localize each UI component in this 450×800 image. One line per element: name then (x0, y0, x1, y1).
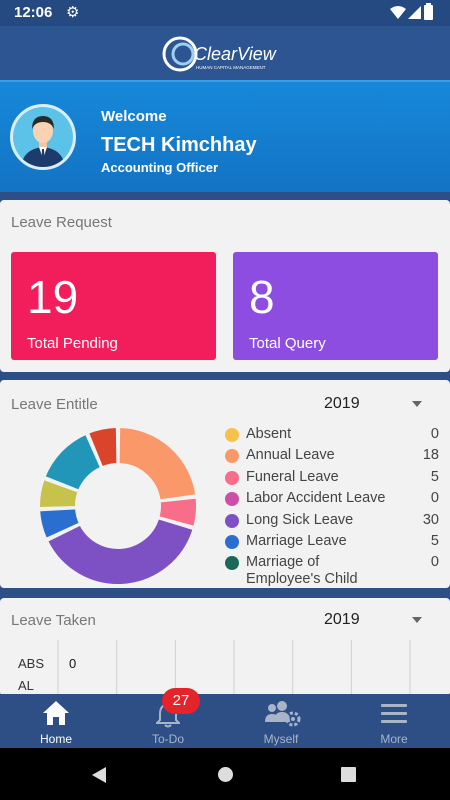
pending-count: 19 (27, 271, 79, 323)
home-icon (43, 701, 69, 725)
wifi-icon (390, 6, 406, 19)
legend-label: Annual Leave (246, 447, 335, 464)
query-count: 8 (249, 271, 275, 323)
chevron-down-icon[interactable] (412, 401, 422, 407)
todo-count-badge: 27 (162, 688, 200, 714)
leave-taken-bar-chart: ABS0AL18 (18, 640, 411, 696)
back-icon[interactable] (90, 766, 108, 784)
donut-segment[interactable] (45, 517, 195, 586)
legend-value: 5 (430, 533, 439, 549)
status-time: 12:06 (14, 4, 53, 21)
recents-icon[interactable] (341, 767, 356, 782)
legend-value: 0 (430, 426, 439, 442)
legend-value: 18 (422, 447, 439, 464)
welcome-label: Welcome (101, 108, 167, 125)
bar-value-label: 0 (69, 656, 76, 671)
gear-icon: ⚙ (66, 4, 80, 21)
app-bar: ClearView HUMAN CAPITAL MANAGEMENT (0, 26, 450, 80)
legend-dot (225, 556, 239, 571)
query-label: Total Query (249, 335, 326, 352)
legend-item: Funeral Leave 5 (225, 467, 445, 488)
chevron-down-icon[interactable] (412, 617, 422, 623)
legend-item: Absent 0 (225, 424, 445, 445)
legend-dot (225, 470, 239, 485)
logo-subtitle: HUMAN CAPITAL MANAGEMENT (196, 65, 266, 70)
legend-dot (225, 535, 239, 549)
legend-label: Marriage Leave (246, 533, 347, 549)
legend-item: Annual Leave 18 (225, 445, 445, 466)
legend-value: 0 (430, 490, 439, 507)
bar-category-label: ABS (18, 656, 44, 671)
profile-header: Welcome TECH Kimchhay Accounting Officer (0, 80, 450, 192)
nav-more[interactable]: More (338, 694, 450, 748)
donut-segment[interactable] (38, 507, 82, 541)
legend-label: Long Sick Leave (246, 511, 354, 528)
home-circle-icon[interactable] (217, 766, 234, 783)
legend-dot (225, 492, 239, 507)
bottom-navigation: Home To-Do Myself More (0, 694, 450, 748)
legend-item: Long Sick Leave 30 (225, 510, 445, 531)
avatar[interactable] (10, 104, 76, 170)
user-avatar-icon (13, 107, 73, 167)
leave-entitle-donut-chart (38, 425, 198, 586)
user-role: Accounting Officer (101, 160, 219, 175)
leave-entitle-title: Leave Entitle (11, 396, 98, 413)
entitle-year-select[interactable]: 2019 (324, 395, 360, 412)
legend-dot (225, 513, 239, 528)
donut-segment[interactable] (38, 477, 80, 510)
nav-todo-label: To-Do (151, 732, 184, 746)
people-gear-icon (265, 701, 301, 727)
battery-icon (424, 3, 433, 20)
legend-item: Marriage Leave 5 (225, 531, 445, 552)
donut-segment[interactable] (43, 432, 103, 492)
legend-value: 5 (430, 468, 439, 485)
nav-home[interactable]: Home (0, 694, 112, 748)
pending-label: Total Pending (27, 335, 118, 352)
legend-label: Labor Accident Leave (246, 490, 386, 507)
nav-more-label: More (380, 732, 408, 746)
donut-segment[interactable] (117, 425, 198, 502)
nav-myself-label: Myself (263, 732, 299, 746)
legend-label: Absent (246, 426, 292, 442)
user-name: TECH Kimchhay (101, 134, 257, 156)
menu-icon (381, 704, 407, 723)
legend-dot (225, 428, 239, 442)
nav-home-label: Home (39, 732, 72, 746)
donut-segment[interactable] (157, 496, 198, 529)
legend-label: Marriage of (246, 554, 320, 571)
legend-value: 30 (422, 511, 439, 528)
leave-entitle-card: Leave Entitle 2019 (0, 380, 450, 588)
donut-segment[interactable] (86, 425, 119, 469)
legend-dot (225, 449, 239, 464)
nav-myself[interactable]: Myself (225, 694, 337, 748)
legend-item: Marriage of 0 Employee's Child (225, 552, 445, 587)
status-bar: 12:06 ⚙ (0, 0, 450, 26)
system-navigation-bar (0, 748, 450, 800)
logo-text: ClearView (194, 44, 277, 64)
leave-request-card: Leave Request 19 Total Pending 8 Total Q… (0, 200, 450, 372)
clearview-logo: ClearView HUMAN CAPITAL MANAGEMENT (162, 36, 277, 72)
bar-category-label: AL (18, 678, 34, 693)
leave-taken-title: Leave Taken (11, 612, 96, 629)
leave-taken-card: Leave Taken 2019 ABS0AL18 (0, 598, 450, 696)
legend-label: Funeral Leave (246, 468, 339, 485)
legend-label-line2: Employee's Child (246, 571, 358, 588)
taken-year-select[interactable]: 2019 (324, 611, 360, 628)
signal-icon (408, 6, 421, 19)
total-query-tile[interactable]: 8 Total Query (233, 252, 438, 360)
legend-value: 0 (430, 554, 439, 571)
total-pending-tile[interactable]: 19 Total Pending (11, 252, 216, 360)
legend-item: Labor Accident Leave 0 (225, 488, 445, 509)
leave-request-title: Leave Request (11, 214, 112, 231)
